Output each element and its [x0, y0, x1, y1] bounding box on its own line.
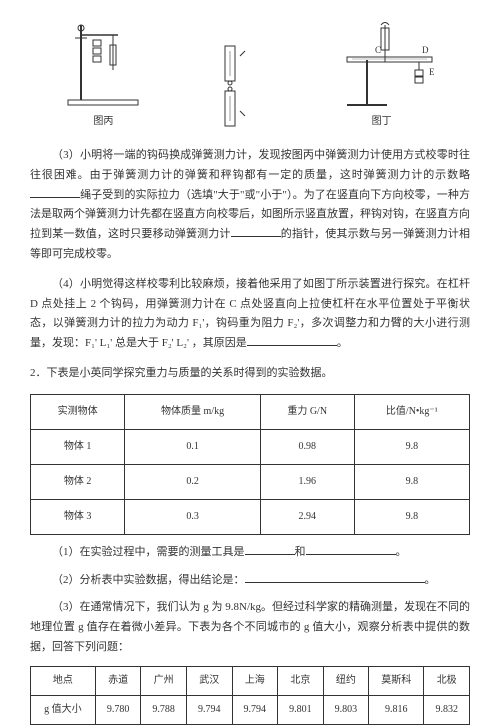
figure-bing: 图丙 — [63, 20, 143, 131]
data-table-1: 实测物体 物体质量 m/kg 重力 G/N 比值/N•kg⁻¹ 物体 1 0.1… — [30, 394, 470, 535]
figure-springs — [210, 41, 260, 131]
svg-text:D: D — [422, 45, 429, 55]
table-row: 物体 3 0.3 2.94 9.8 — [31, 499, 470, 534]
blank-q3-2 — [231, 225, 281, 237]
figure-row: 图丙 D C E 图丁 — [30, 20, 470, 131]
table-row: 地点 赤道 广州 武汉 上海 北京 纽约 莫斯科 北极 — [31, 666, 470, 695]
q2-sub3: （3）在通常情况下，我们认为 g 为 9.8N/kg。但经过科学家的精确测量，发… — [30, 598, 470, 657]
svg-text:C: C — [375, 45, 381, 55]
blank-q4 — [247, 334, 337, 346]
q4-text-b: 。 — [337, 337, 348, 349]
lever-apparatus-icon: D C E — [327, 20, 437, 110]
data-table-2: 地点 赤道 广州 武汉 上海 北京 纽约 莫斯科 北极 g 值大小 9.780 … — [30, 666, 470, 725]
fig-ding-label: 图丁 — [372, 113, 392, 131]
q2-sub1: （1）在实验过程中，需要的测量工具是和。 — [30, 543, 470, 563]
blank-q3-1 — [30, 186, 80, 198]
question-4: （4）小明觉得这样校零利比较麻烦，接着他采用了如图丁所示装置进行探究。在杠杆 D… — [30, 275, 470, 354]
blank-conclusion — [245, 571, 425, 583]
table-row: 实测物体 物体质量 m/kg 重力 G/N 比值/N•kg⁻¹ — [31, 394, 470, 429]
figure-ding: D C E 图丁 — [327, 20, 437, 131]
fig-bing-label: 图丙 — [93, 113, 113, 131]
table-row: g 值大小 9.780 9.788 9.794 9.794 9.801 9.80… — [31, 695, 470, 724]
table-row: 物体 1 0.1 0.98 9.8 — [31, 429, 470, 464]
question-3: （3）小明将一端的钩码换成弹簧测力计，发现按图丙中弹簧测力计使用方式校零时往往很… — [30, 146, 470, 265]
th: 比值/N•kg⁻¹ — [354, 394, 469, 429]
th: 重力 G/N — [260, 394, 354, 429]
question-2-title: 2．下表是小英同学探究重力与质量的关系时得到的实验数据。 — [30, 364, 470, 384]
blank-tool1 — [245, 543, 295, 555]
stand-weights-icon — [63, 20, 143, 110]
th: 物体质量 m/kg — [125, 394, 260, 429]
dual-spring-icon — [210, 41, 260, 131]
blank-tool2 — [306, 543, 396, 555]
q3-text-a: （3）小明将一端的钩码换成弹簧测力计，发现按图丙中弹簧测力计使用方式校零时往往很… — [30, 149, 470, 181]
th: 实测物体 — [31, 394, 125, 429]
svg-text:E: E — [429, 67, 435, 77]
table-row: 物体 2 0.2 1.96 9.8 — [31, 464, 470, 499]
q2-sub2: （2）分析表中实验数据，得出结论是：。 — [30, 571, 470, 591]
